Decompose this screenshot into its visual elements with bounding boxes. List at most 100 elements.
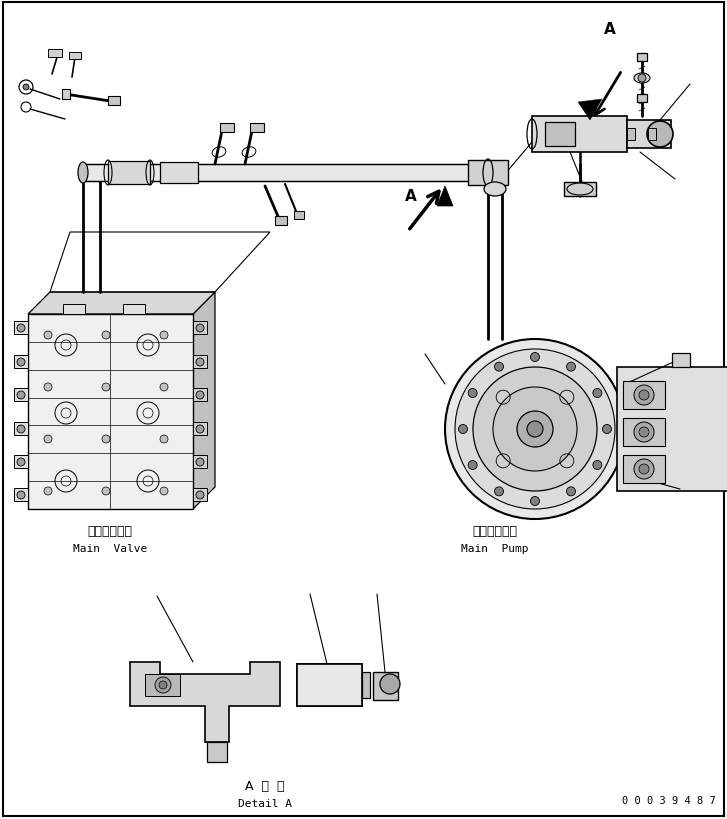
Polygon shape (130, 663, 280, 742)
Circle shape (23, 85, 29, 91)
Circle shape (160, 436, 168, 443)
Bar (193, 423, 207, 436)
Circle shape (639, 428, 649, 437)
Circle shape (459, 425, 467, 434)
Bar (14, 388, 28, 401)
Circle shape (155, 677, 171, 693)
Circle shape (196, 391, 204, 400)
Polygon shape (578, 100, 602, 121)
Bar (623, 455, 665, 483)
Circle shape (445, 340, 625, 519)
Bar (672, 354, 690, 368)
Ellipse shape (484, 183, 506, 197)
Text: A  詳  細: A 詳 細 (245, 779, 285, 792)
Circle shape (196, 459, 204, 467)
Bar (145, 674, 180, 696)
Circle shape (17, 391, 25, 400)
Ellipse shape (78, 163, 88, 183)
Bar (69, 53, 81, 60)
Circle shape (380, 674, 400, 695)
Circle shape (102, 487, 110, 495)
Circle shape (531, 353, 539, 362)
Circle shape (196, 491, 204, 500)
Bar (468, 161, 508, 186)
Text: Main  Valve: Main Valve (73, 543, 147, 554)
Bar (373, 672, 398, 700)
Text: メインポンプ: メインポンプ (473, 524, 518, 537)
Bar (28, 314, 193, 509)
Bar (63, 305, 85, 314)
Bar (362, 672, 370, 698)
Bar (83, 165, 473, 182)
Bar (627, 129, 635, 141)
Bar (637, 54, 647, 62)
Bar (564, 183, 596, 197)
Bar (617, 368, 727, 491)
Circle shape (603, 425, 611, 434)
Bar (220, 124, 234, 133)
Bar (193, 322, 207, 335)
Circle shape (527, 422, 543, 437)
Bar (14, 322, 28, 335)
Bar (545, 123, 575, 147)
Text: A: A (604, 22, 616, 37)
Bar (207, 742, 227, 762)
Circle shape (639, 464, 649, 474)
Circle shape (634, 459, 654, 479)
Bar (623, 382, 665, 410)
Bar (275, 217, 287, 226)
Circle shape (196, 324, 204, 333)
Circle shape (102, 332, 110, 340)
Bar (62, 90, 70, 100)
Circle shape (455, 350, 615, 509)
Circle shape (593, 461, 602, 470)
Bar (648, 129, 656, 141)
Bar (14, 423, 28, 436)
Circle shape (494, 363, 504, 372)
Bar (14, 488, 28, 501)
Text: Detail A: Detail A (238, 798, 292, 808)
Bar (193, 355, 207, 369)
Bar (193, 488, 207, 501)
Circle shape (160, 332, 168, 340)
Circle shape (102, 436, 110, 443)
Bar (14, 455, 28, 468)
Circle shape (17, 491, 25, 500)
Ellipse shape (634, 74, 650, 84)
Bar (193, 388, 207, 401)
Circle shape (159, 681, 167, 689)
Circle shape (160, 487, 168, 495)
Bar (108, 97, 120, 106)
Bar (123, 305, 145, 314)
Text: A: A (405, 188, 417, 204)
Circle shape (566, 487, 576, 496)
Bar (250, 124, 264, 133)
Polygon shape (28, 292, 215, 314)
Bar (160, 163, 198, 183)
Circle shape (17, 359, 25, 367)
Circle shape (638, 75, 646, 83)
Circle shape (593, 389, 602, 398)
Circle shape (196, 359, 204, 367)
Circle shape (566, 363, 576, 372)
Polygon shape (193, 292, 215, 509)
Bar (14, 355, 28, 369)
Circle shape (473, 368, 597, 491)
Circle shape (44, 487, 52, 495)
Circle shape (639, 391, 649, 400)
Circle shape (493, 387, 577, 472)
Bar (48, 50, 62, 58)
Circle shape (468, 389, 477, 398)
Circle shape (17, 324, 25, 333)
Circle shape (647, 122, 673, 147)
Text: 0 0 0 3 9 4 8 7: 0 0 0 3 9 4 8 7 (622, 795, 716, 805)
Circle shape (44, 436, 52, 443)
Circle shape (494, 487, 504, 496)
Circle shape (634, 386, 654, 405)
Bar (623, 419, 665, 446)
Circle shape (102, 383, 110, 391)
Bar (108, 162, 150, 185)
Text: Main  Pump: Main Pump (461, 543, 529, 554)
Circle shape (17, 459, 25, 467)
Polygon shape (437, 187, 453, 206)
